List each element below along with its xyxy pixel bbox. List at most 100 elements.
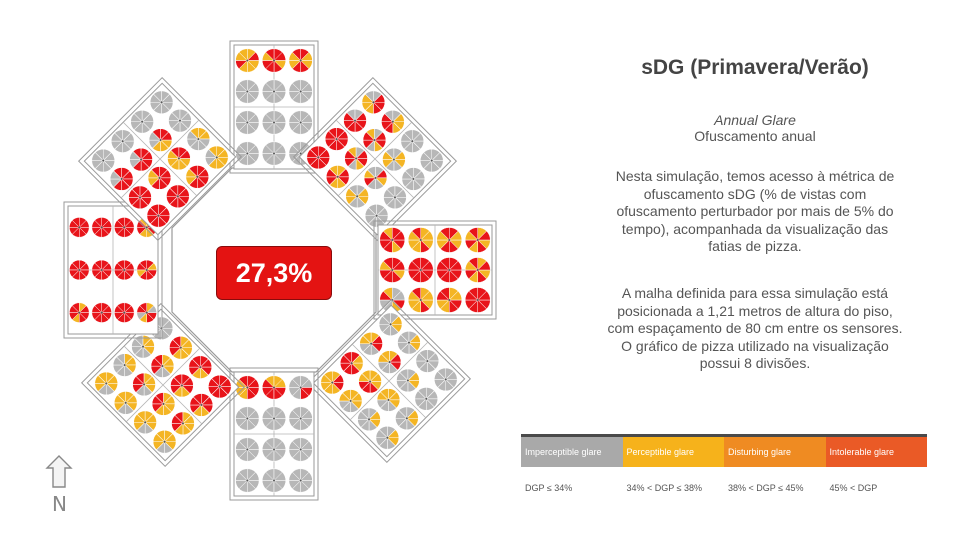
sensor-pie-chart bbox=[378, 312, 403, 336]
sensor-pie-chart bbox=[151, 392, 176, 416]
sensor-pie-chart bbox=[379, 227, 406, 253]
sensor-pie-chart bbox=[128, 185, 152, 210]
sensor-pie-chart bbox=[415, 349, 440, 373]
sensor-pie-chart bbox=[376, 388, 401, 412]
text-line: ofuscamento sDG (% de vistas com bbox=[643, 185, 867, 202]
sensor-pie-chart bbox=[147, 166, 172, 190]
sensor-pie-chart bbox=[69, 217, 90, 238]
sensor-pie-chart bbox=[288, 79, 313, 104]
sensor-pie-chart bbox=[262, 79, 286, 104]
room-northwest bbox=[77, 76, 243, 242]
sensor-pie-chart bbox=[262, 406, 286, 431]
sensor-pie-chart bbox=[235, 375, 260, 400]
room-southwest bbox=[80, 302, 246, 468]
text-line: possui 8 divisões. bbox=[699, 355, 811, 371]
text-line: posicionada a 1,21 metros de altura do p… bbox=[617, 302, 893, 319]
sensor-pie-chart bbox=[131, 334, 155, 359]
description-paragraph-2: A malha definida para essa simulação est… bbox=[566, 285, 944, 373]
north-label: N bbox=[52, 492, 67, 516]
sensor-pie-chart bbox=[436, 287, 463, 313]
sensor-pie-chart bbox=[114, 302, 135, 323]
sensor-pie-chart bbox=[379, 257, 406, 283]
sensor-pie-chart bbox=[188, 355, 212, 379]
sensor-pie-chart bbox=[149, 90, 174, 114]
sensor-pie-chart bbox=[362, 128, 387, 152]
sensor-pie-chart bbox=[401, 167, 426, 191]
sensor-pie-chart bbox=[464, 287, 491, 313]
sensor-pie-chart bbox=[262, 48, 286, 73]
sensor-pie-chart bbox=[205, 145, 229, 170]
sensor-pie-chart bbox=[262, 110, 286, 135]
sensor-pie-chart bbox=[375, 426, 400, 450]
sensor-pie-chart bbox=[235, 468, 260, 493]
sensor-pie-chart bbox=[186, 127, 211, 151]
sensor-pie-chart bbox=[235, 110, 260, 135]
room-east bbox=[373, 220, 497, 320]
sensor-pie-chart bbox=[91, 148, 115, 173]
sensor-pie-chart bbox=[288, 468, 313, 493]
text-line: ofuscamento perturbador por mais de 5% d… bbox=[616, 203, 894, 219]
glare-floor-plan bbox=[63, 40, 497, 501]
sensor-pie-chart bbox=[168, 108, 192, 133]
sensor-pie-chart bbox=[91, 302, 112, 323]
subtitle-portuguese: Ofuscamento anual bbox=[694, 128, 816, 144]
sensor-pie-chart bbox=[434, 367, 458, 392]
sensor-pie-chart bbox=[414, 387, 438, 411]
sensor-grids bbox=[63, 40, 497, 501]
sensor-pie-chart bbox=[464, 257, 491, 283]
sensor-pie-chart bbox=[235, 437, 260, 462]
legend-swatch-imperceptible: Imperceptible glare bbox=[521, 437, 623, 467]
sensor-pie-chart bbox=[381, 110, 405, 134]
text-line: fatias de pizza. bbox=[708, 238, 802, 254]
sensor-pie-chart bbox=[320, 370, 344, 395]
sensor-pie-chart bbox=[129, 147, 153, 172]
sensor-pie-chart bbox=[359, 332, 383, 356]
sensor-pie-chart bbox=[133, 410, 157, 434]
legend-swatch-disturbing: Disturbing glare bbox=[724, 437, 826, 467]
legend-range-intolerable: 45% < DGP bbox=[829, 483, 878, 493]
glare-legend: Imperceptible glare Perceptible glare Di… bbox=[521, 434, 927, 493]
sensor-pie-chart bbox=[130, 110, 154, 134]
legend-range-perceptible: 34% < DGP ≤ 38% bbox=[626, 483, 703, 493]
sdg-value-badge: 27,3% bbox=[216, 246, 332, 300]
legend-range-disturbing: 38% < DGP ≤ 45% bbox=[728, 483, 804, 493]
legend-swatch-intolerable: Intolerable glare bbox=[825, 437, 927, 467]
sensor-pie-chart bbox=[114, 259, 135, 281]
sensor-pie-chart bbox=[189, 393, 214, 417]
sensor-pie-chart bbox=[358, 369, 382, 394]
sensor-pie-chart bbox=[91, 259, 112, 281]
sensor-pie-chart bbox=[208, 374, 232, 399]
legend-range-imperceptible: DGP ≤ 34% bbox=[525, 483, 573, 493]
sensor-pie-chart bbox=[436, 257, 463, 283]
sensor-pie-chart bbox=[262, 375, 286, 400]
room-southeast bbox=[306, 298, 472, 464]
sensor-pie-chart bbox=[114, 217, 135, 238]
sensor-pie-chart bbox=[235, 48, 260, 73]
legend-swatch-perceptible: Perceptible glare bbox=[622, 437, 724, 467]
sensor-pie-chart bbox=[167, 146, 191, 171]
legend-ranges: DGP ≤ 34% 34% < DGP ≤ 38% 38% < DGP ≤ 45… bbox=[521, 483, 927, 493]
sensor-pie-chart bbox=[357, 407, 381, 432]
sensor-pie-chart bbox=[288, 110, 313, 135]
sensor-pie-chart bbox=[400, 129, 424, 153]
sensor-pie-chart bbox=[345, 184, 369, 208]
sensor-pie-chart bbox=[407, 257, 434, 283]
sensor-pie-chart bbox=[377, 350, 402, 374]
sensor-pie-chart bbox=[94, 371, 118, 396]
text-line: A malha definida para essa simulação est… bbox=[621, 285, 889, 301]
sensor-pie-chart bbox=[288, 406, 313, 431]
sensor-pie-chart bbox=[382, 147, 406, 172]
sensor-pie-chart bbox=[136, 259, 157, 281]
sensor-pie-chart bbox=[288, 375, 313, 400]
sensor-pie-chart bbox=[306, 145, 330, 170]
subtitle-english: Annual Glare bbox=[714, 112, 796, 128]
sensor-pie-chart bbox=[169, 336, 193, 360]
sensor-pie-chart bbox=[114, 391, 138, 415]
sensor-pie-chart bbox=[288, 437, 313, 462]
sensor-pie-chart bbox=[407, 287, 434, 313]
sensor-pie-chart bbox=[326, 165, 350, 189]
room-northeast bbox=[292, 76, 458, 242]
sensor-pie-chart bbox=[235, 141, 260, 166]
sensor-pie-chart bbox=[262, 468, 286, 493]
sensor-pie-chart bbox=[343, 108, 367, 133]
